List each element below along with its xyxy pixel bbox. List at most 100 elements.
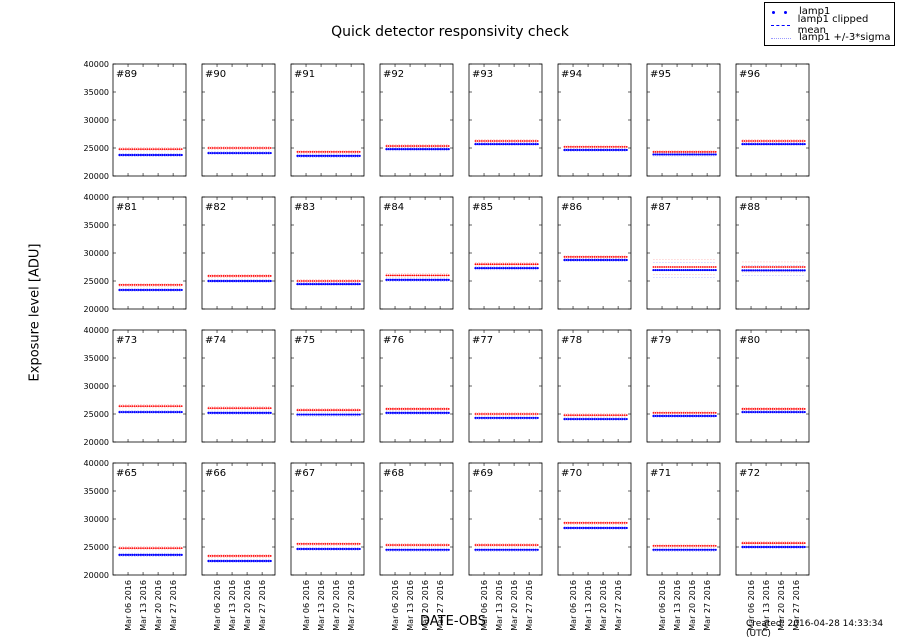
lamp1-point [489,142,492,146]
lamp1-point [762,410,766,414]
red-point [790,140,793,142]
lamp1-point [441,148,444,151]
red-point [211,275,214,277]
red-point [476,413,479,415]
red-point [506,140,509,142]
red-point [428,274,431,277]
red-point [665,544,668,547]
plot-frame [646,63,721,177]
lamp1-point [311,154,314,157]
red-point [407,544,409,546]
red-point [765,408,767,410]
lamp1-point [671,268,674,272]
red-point [385,408,388,410]
red-point [313,280,316,282]
lamp1-point [226,411,229,414]
red-point [656,266,659,268]
red-point [135,547,138,550]
red-point [385,544,388,546]
lamp1-point [354,413,357,416]
y-tick-label: 20000 [84,305,109,314]
red-point [207,407,210,410]
lamp1-point [673,268,677,272]
red-point [593,256,596,258]
lamp1-point [656,548,659,551]
lamp1-point [701,153,704,156]
red-point [741,140,744,142]
lamp1-point [688,153,692,156]
lamp1-point [612,526,615,530]
red-point [500,140,503,142]
lamp1-point [402,148,405,151]
red-point [799,542,802,544]
red-point [354,543,357,545]
red-point [788,140,791,142]
lamp1-point [589,417,592,421]
lamp1-point [387,278,390,281]
red-point [343,280,346,282]
lamp1-point [758,410,761,414]
x-tick-label: Mar 27 2016 [436,580,445,631]
red-point [526,263,528,266]
red-point [496,140,498,142]
lamp1-point [669,414,672,418]
red-point [572,414,574,417]
red-point [220,147,223,149]
red-point [211,407,214,410]
lamp1-point [578,526,581,530]
red-point [763,266,765,268]
lamp1-point [504,416,507,420]
red-point [398,408,401,410]
lamp1-point [758,269,761,272]
red-point [786,266,789,268]
red-point [437,274,439,277]
lamp1-point [784,545,787,549]
lamp1-point [324,547,327,551]
lamp1-point [790,269,793,272]
red-point [333,543,335,545]
red-point [682,266,685,268]
lamp1-point [764,142,768,146]
lamp1-point [421,148,425,151]
red-point [797,542,800,544]
lamp1-point [269,279,272,283]
lamp1-point [749,410,753,414]
lamp1-point [599,526,603,530]
red-point [396,274,399,277]
red-point [741,542,744,544]
red-point [585,145,587,148]
lamp1-point [601,258,605,262]
lamp1-point [343,413,346,416]
lamp1-point [341,547,344,551]
lamp1-point [487,267,490,270]
lamp1-point [307,413,310,416]
lamp1-point [517,142,520,146]
red-point [146,547,149,550]
lamp1-point [220,151,223,155]
red-point [218,407,221,410]
plot-frame [379,63,454,177]
red-point [430,408,433,410]
lamp1-point [743,269,746,272]
red-point [582,256,585,258]
red-point [229,147,231,149]
lamp1-point [756,269,759,272]
red-point [411,274,414,277]
red-point [146,148,149,151]
lamp1-point [625,258,628,262]
red-point [680,266,683,268]
lamp1-point [773,410,776,414]
lamp1-point [248,151,251,155]
red-point [793,408,795,410]
red-point [391,408,394,410]
red-point [500,263,503,266]
lamp1-point [534,548,537,551]
lamp1-point [415,148,418,151]
red-point [244,275,246,277]
red-point [404,145,407,147]
lamp1-point [428,548,431,551]
red-point [574,145,577,148]
lamp1-point [161,153,164,157]
lamp1-point [699,414,702,418]
lamp1-point [519,416,522,420]
